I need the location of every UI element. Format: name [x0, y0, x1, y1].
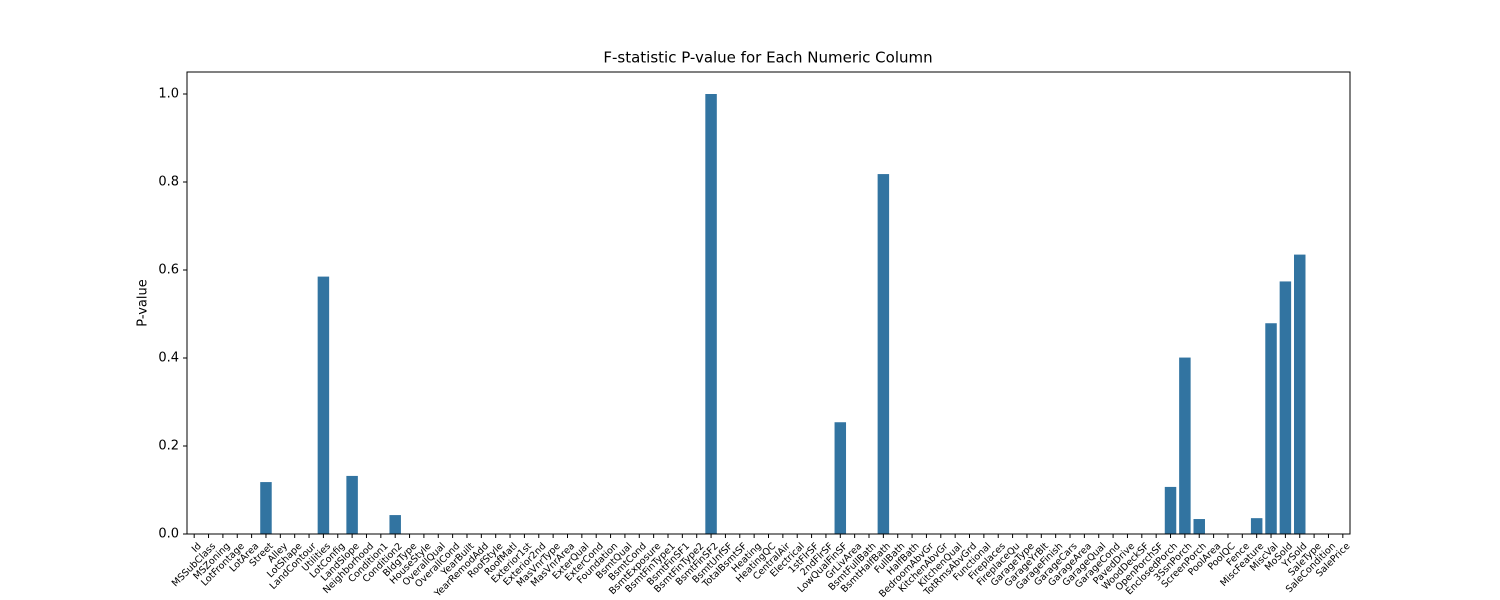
bar	[1179, 357, 1191, 534]
bar	[1265, 323, 1277, 534]
y-axis-label: P-value	[136, 279, 151, 326]
bar	[1279, 281, 1292, 534]
bar	[877, 174, 890, 534]
bar	[346, 475, 358, 534]
bar	[834, 422, 847, 534]
bar	[260, 482, 272, 534]
plot-frame	[186, 71, 1351, 535]
bar	[389, 515, 401, 534]
bar	[317, 276, 330, 534]
bar	[1164, 486, 1177, 534]
bar	[705, 94, 717, 534]
bar	[1294, 254, 1306, 534]
y-tick-label: 0.8	[158, 175, 179, 190]
bar	[1250, 518, 1263, 534]
y-tick-label: 0.0	[158, 527, 179, 542]
y-tick-label: 0.4	[158, 351, 179, 366]
y-tick-label: 0.2	[158, 439, 179, 454]
bar	[1193, 519, 1205, 534]
chart-title: F-statistic P-value for Each Numeric Col…	[603, 49, 932, 67]
y-tick-label: 1.0	[158, 87, 179, 102]
y-tick-label: 0.6	[158, 263, 179, 278]
